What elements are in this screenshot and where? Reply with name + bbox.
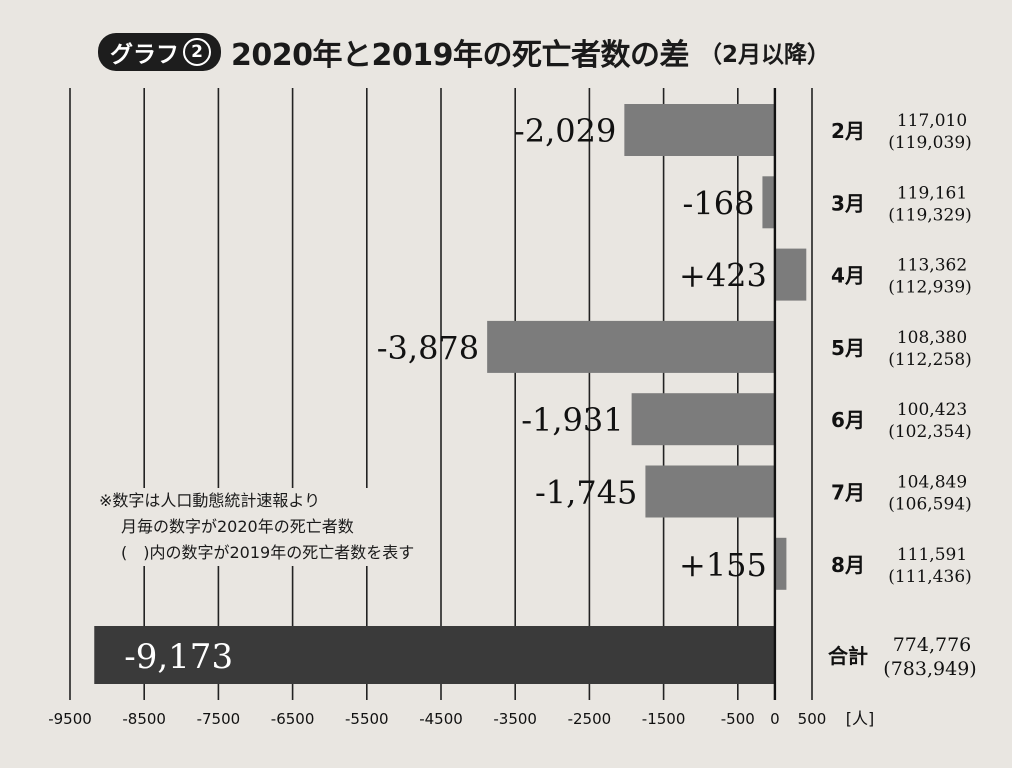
total-bar — [94, 626, 775, 684]
deaths-2019-label: (106,594) — [888, 495, 972, 515]
x-tick-label: -7500 — [197, 710, 241, 728]
x-tick-label: -8500 — [122, 710, 166, 728]
x-tick-label: -3500 — [493, 710, 537, 728]
bar — [645, 465, 775, 518]
deaths-2019-label: (119,329) — [888, 205, 972, 225]
bar — [631, 393, 775, 446]
x-tick-label: -500 — [721, 710, 755, 728]
deaths-2019-label: (112,939) — [888, 278, 972, 298]
value-label: -1,931 — [521, 401, 623, 439]
graph-badge: グラフ 2 — [98, 33, 221, 71]
bar — [762, 176, 775, 229]
deaths-2020-label: 108,380 — [897, 328, 967, 348]
title-main: 2020年と2019年の死亡者数の差 — [231, 38, 690, 73]
category-label: 5月 — [831, 336, 865, 360]
footnote-line-1: ※数字は人口動態統計速報より — [99, 491, 321, 510]
bar — [774, 248, 807, 301]
value-label: +155 — [679, 546, 767, 584]
x-tick-label: -4500 — [419, 710, 463, 728]
deaths-2020-label: 774,776 — [893, 634, 972, 656]
deaths-2020-label: 100,423 — [897, 400, 967, 420]
x-tick-label: -6500 — [271, 710, 315, 728]
x-tick-label: 500 — [798, 710, 827, 728]
footnote-line-2: 月毎の数字が2020年の死亡者数 — [121, 517, 354, 536]
category-label: 4月 — [831, 264, 865, 288]
deaths-2020-label: 111,591 — [897, 545, 967, 565]
value-label: -2,029 — [514, 112, 616, 150]
category-label: 6月 — [831, 408, 865, 432]
deaths-2019-label: (102,354) — [888, 422, 972, 442]
category-label: 3月 — [831, 191, 865, 215]
unit-label: [人] — [846, 709, 875, 728]
value-label: -3,878 — [377, 329, 479, 367]
badge-label: グラフ — [110, 42, 179, 68]
value-label: +423 — [679, 257, 767, 295]
value-label: -168 — [683, 184, 755, 222]
deaths-2020-label: 104,849 — [897, 473, 967, 493]
deaths-2020-label: 113,362 — [897, 256, 967, 276]
deaths-2019-label: (119,039) — [888, 133, 972, 153]
deaths-2019-label: (111,436) — [888, 567, 972, 587]
category-label: 7月 — [831, 481, 865, 505]
x-tick-label: 0 — [770, 710, 780, 728]
category-label: 8月 — [831, 553, 865, 577]
category-label: 合計 — [828, 644, 868, 668]
x-tick-label: -2500 — [568, 710, 612, 728]
x-tick-label: -1500 — [642, 710, 686, 728]
bar — [774, 537, 787, 590]
footnote-line-3: ( )内の数字が2019年の死亡者数を表す — [121, 543, 415, 562]
deaths-2020-label: 119,161 — [897, 183, 967, 203]
deaths-2019-label: (783,949) — [883, 658, 976, 680]
deaths-2019-label: (112,258) — [888, 350, 972, 370]
category-label: 2月 — [831, 119, 865, 143]
footnote: ※数字は人口動態統計速報より 月毎の数字が2020年の死亡者数 ( )内の数字が… — [95, 488, 419, 566]
x-tick-label: -9500 — [48, 710, 92, 728]
chart-title: グラフ 2 2020年と2019年の死亡者数の差 （2月以降） — [98, 30, 830, 74]
bar — [487, 320, 775, 373]
title-sub: （2月以降） — [699, 42, 831, 68]
badge-number: 2 — [183, 38, 211, 66]
deaths-2020-label: 117,010 — [897, 111, 967, 131]
x-tick-label: -5500 — [345, 710, 389, 728]
total-value-label: -9,173 — [124, 637, 233, 677]
bar — [624, 104, 775, 156]
value-label: -1,745 — [535, 474, 637, 512]
